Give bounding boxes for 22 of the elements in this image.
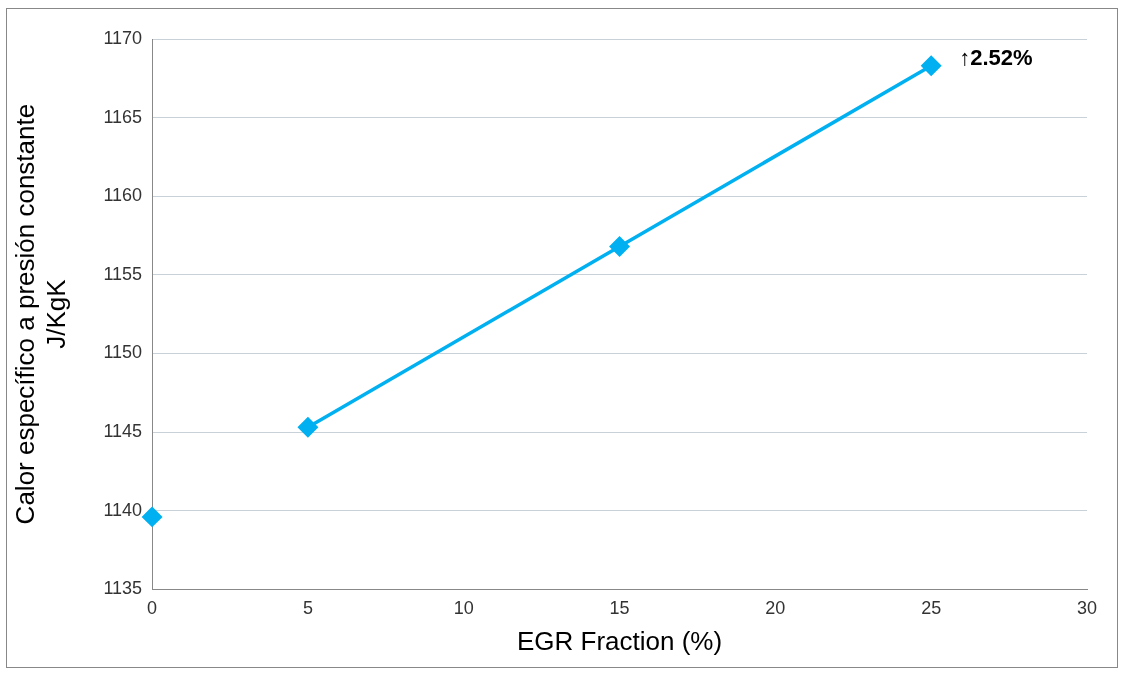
x-tick-label: 30 <box>1076 597 1098 618</box>
y-tick-label: 1160 <box>103 185 143 206</box>
x-axis-title: EGR Fraction (%) <box>516 625 723 656</box>
y-tick-label: 1145 <box>103 420 143 441</box>
y-tick-label: 1150 <box>103 342 143 363</box>
point <box>298 417 318 438</box>
x-tick-label: 15 <box>609 597 630 618</box>
x-tick-label: 20 <box>765 597 786 618</box>
y-axis-title: Calor específico a presión constante J/KgK <box>9 103 71 525</box>
y-tick-label: 1135 <box>103 578 143 599</box>
x-tick-label: 25 <box>921 597 942 618</box>
point <box>609 236 630 257</box>
y-tick-label: 1170 <box>103 27 143 48</box>
x-tick-label: 5 <box>302 597 313 618</box>
annotation: ↑2.52% <box>959 44 1033 70</box>
y-tick-label: 1165 <box>103 106 143 127</box>
point <box>142 507 162 527</box>
y-tick-label: 1140 <box>103 499 143 520</box>
point <box>921 55 941 76</box>
x-tick-label: 10 <box>453 597 474 618</box>
x-tick-label: 0 <box>147 597 158 618</box>
y-tick-label: 1155 <box>103 263 143 284</box>
